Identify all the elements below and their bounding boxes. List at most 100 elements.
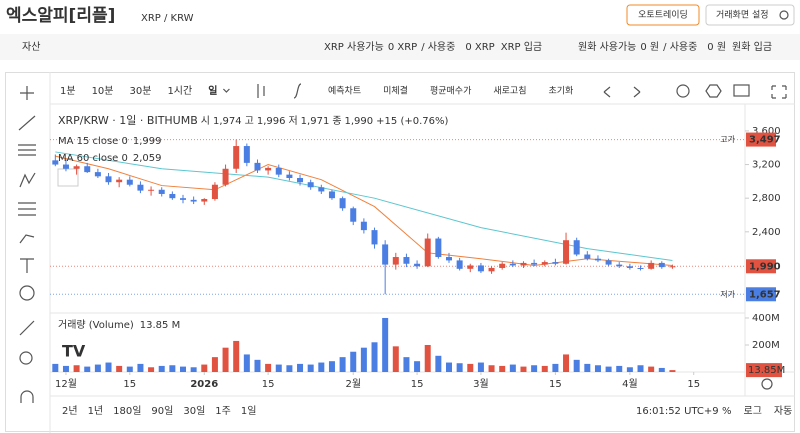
volume-bar xyxy=(658,367,665,372)
action-button[interactable]: 미체결 xyxy=(383,86,408,97)
brush-icon[interactable] xyxy=(19,234,35,244)
candle-body xyxy=(563,240,570,264)
x-tick-label: 15 xyxy=(687,379,700,390)
x-tick-label: 3월 xyxy=(473,378,489,390)
button-label[interactable]: 거래화면 설정 xyxy=(716,10,769,21)
volume-bar xyxy=(84,366,91,372)
range-button[interactable]: 90일 xyxy=(151,405,173,417)
gear-icon[interactable] xyxy=(779,10,789,20)
in-use: 0 원 xyxy=(707,41,726,53)
ma-value: 2,059 xyxy=(133,153,162,164)
candle-body xyxy=(509,263,516,266)
dropdown-icon[interactable] xyxy=(222,88,230,93)
ohlc-label: 고 xyxy=(245,116,254,127)
interval-button[interactable]: 10분 xyxy=(92,85,114,97)
candle-type-icon[interactable] xyxy=(257,84,265,98)
volume-bar xyxy=(275,364,282,372)
candle-body xyxy=(233,146,240,169)
candle-body xyxy=(626,266,633,268)
crosshair-icon[interactable] xyxy=(20,86,34,100)
side-tools[interactable] xyxy=(18,86,36,403)
candle-body xyxy=(499,263,506,268)
range-button[interactable]: 2년 xyxy=(62,405,78,417)
volume-bar xyxy=(233,340,240,372)
candle-body xyxy=(116,179,123,183)
camera-icon[interactable] xyxy=(733,84,750,97)
top-icons[interactable] xyxy=(257,83,787,99)
axis-settings[interactable] xyxy=(761,378,773,390)
magnet-icon[interactable] xyxy=(20,390,34,403)
candle-body xyxy=(435,238,442,258)
search-icon[interactable] xyxy=(676,84,690,98)
candle-body xyxy=(148,189,155,191)
redo-icon[interactable] xyxy=(633,86,641,98)
volume-bar xyxy=(392,346,399,372)
volume-bar xyxy=(552,363,559,372)
action-button[interactable]: 새로고침 xyxy=(493,86,526,97)
candle-body xyxy=(52,160,59,165)
candle-body xyxy=(360,221,367,231)
action-button[interactable]: 예측차트 xyxy=(328,85,361,97)
volume-bar xyxy=(126,366,133,372)
settings-icon[interactable] xyxy=(705,84,722,98)
volume-bar xyxy=(371,342,378,372)
candle-body xyxy=(201,199,208,202)
fib-icon[interactable] xyxy=(18,202,36,216)
interval-button[interactable]: 30분 xyxy=(130,85,152,97)
range-button[interactable]: 1주 xyxy=(215,406,231,417)
lines-icon[interactable] xyxy=(18,144,36,156)
action-button[interactable]: 평균매수가 xyxy=(430,86,471,97)
volume-bar xyxy=(477,362,484,372)
interval-button[interactable]: 1분 xyxy=(60,85,76,97)
candle-body xyxy=(531,262,538,265)
ohlc-value: 1,971 xyxy=(301,116,330,127)
volume-bar xyxy=(222,347,229,372)
candle-body xyxy=(318,187,325,192)
y-tick-label: 2,800 xyxy=(752,193,781,204)
account-bar xyxy=(0,34,800,60)
y-tick-label: 2,400 xyxy=(752,227,781,238)
scale-option[interactable]: 자동 xyxy=(774,405,792,417)
y-tick-label: 3,600 xyxy=(752,126,781,137)
range-button[interactable]: 30일 xyxy=(183,405,205,417)
volume-bar xyxy=(414,361,421,372)
candle-body xyxy=(594,258,601,261)
emoji-icon[interactable] xyxy=(19,285,35,301)
candle-body xyxy=(190,199,197,202)
line-icon[interactable] xyxy=(18,115,36,131)
range-button[interactable]: 1년 xyxy=(88,405,104,417)
fullscreen-icon[interactable] xyxy=(771,85,787,99)
x-tick-label: 15 xyxy=(262,379,275,390)
volume-bar xyxy=(541,365,548,372)
scale-option[interactable]: % xyxy=(722,406,732,417)
indicator-icon[interactable] xyxy=(293,83,302,99)
candle-body xyxy=(211,184,218,200)
volume-bar xyxy=(148,367,155,372)
chart-frame xyxy=(5,72,795,432)
interval-button[interactable]: 1시간 xyxy=(167,85,192,97)
zoom-icon[interactable] xyxy=(19,351,33,365)
volume-bar xyxy=(509,364,516,372)
volume-bar xyxy=(73,365,80,372)
collapse-button[interactable] xyxy=(57,168,79,187)
range-button[interactable]: 180일 xyxy=(113,405,141,417)
volume-bar xyxy=(137,363,144,372)
undo-icon[interactable] xyxy=(603,86,611,98)
volume-bar xyxy=(488,365,495,372)
button[interactable] xyxy=(705,4,795,26)
volume-bar xyxy=(265,363,272,372)
button-label[interactable]: 오토트레이딩 xyxy=(638,10,688,21)
interval-button[interactable]: 일 xyxy=(208,84,217,97)
available: 0 XRP xyxy=(388,42,417,53)
change: +15 (+0.76%) xyxy=(376,116,448,127)
ruler-icon[interactable] xyxy=(19,320,35,336)
volume-bar xyxy=(616,365,623,372)
button[interactable] xyxy=(626,4,700,26)
scale-option[interactable]: 로그 xyxy=(744,406,762,417)
action-button[interactable]: 초기화 xyxy=(549,86,574,97)
range-button[interactable]: 1일 xyxy=(241,405,257,417)
pattern-icon[interactable] xyxy=(19,172,36,188)
text-icon[interactable] xyxy=(20,258,34,273)
volume-bar xyxy=(243,354,250,372)
